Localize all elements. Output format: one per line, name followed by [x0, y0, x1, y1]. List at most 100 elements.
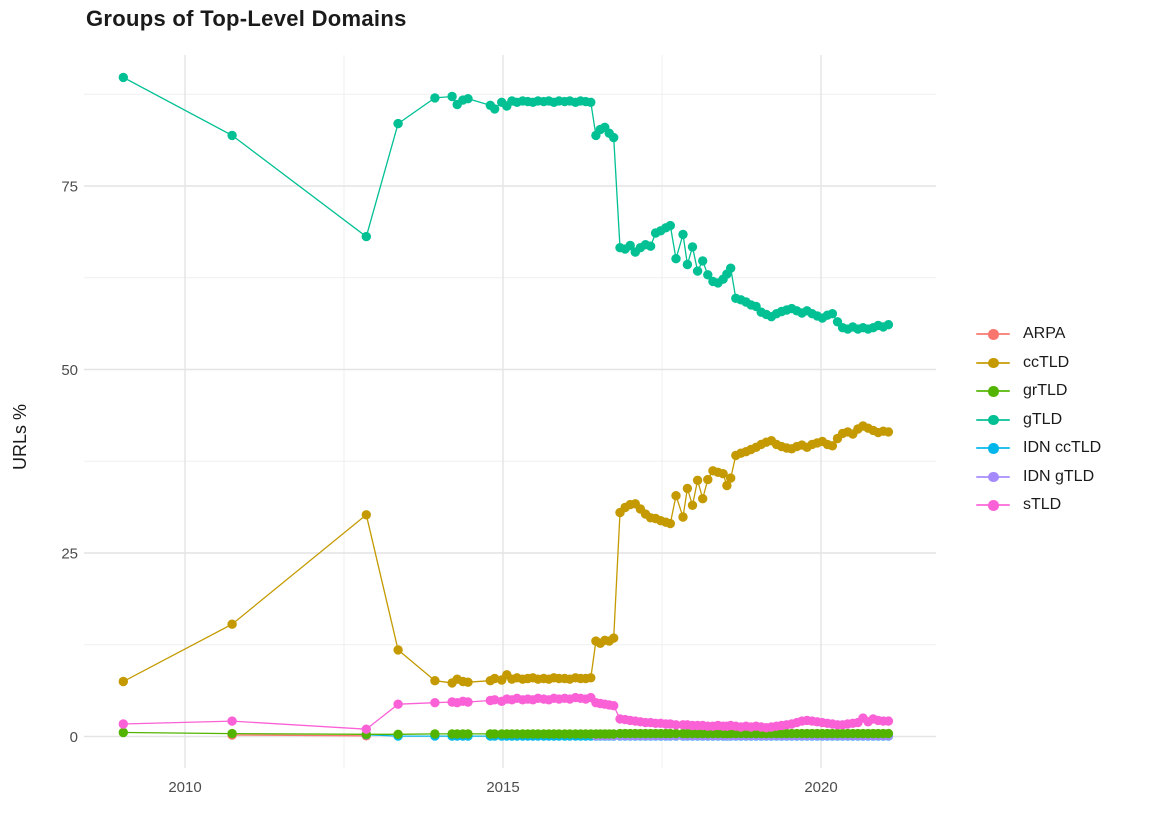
- data-point: [687, 242, 698, 252]
- data-point: [678, 229, 688, 240]
- legend-key-icon: [976, 470, 1010, 484]
- data-point: [430, 698, 440, 708]
- legend-item-idn-cctld: IDN ccTLD: [976, 434, 1101, 463]
- data-point: [463, 677, 473, 687]
- data-point: [393, 645, 403, 655]
- data-point: [726, 263, 736, 273]
- legend-item-arpa: ARPA: [976, 320, 1101, 349]
- tick-labels: 0 25 50 75 2010 2015 2020: [61, 179, 837, 797]
- data-point: [718, 469, 728, 479]
- data-point: [665, 220, 675, 231]
- data-point: [883, 728, 894, 739]
- legend-key-icon: [976, 441, 1010, 455]
- legend-key-icon: [976, 327, 1010, 341]
- legend-item-cctld: ccTLD: [976, 349, 1101, 378]
- x-tick-label: 2015: [486, 779, 519, 796]
- data-point: [490, 104, 500, 114]
- series-grtld: [118, 727, 894, 739]
- data-point: [227, 728, 237, 739]
- legend-item-stld: sTLD: [976, 491, 1101, 520]
- y-tick-label: 0: [70, 729, 78, 746]
- data-point: [118, 719, 128, 729]
- legend-key-icon: [976, 413, 1010, 427]
- data-point: [883, 427, 894, 437]
- legend-label: IDN gTLD: [1023, 467, 1095, 485]
- data-point: [703, 270, 713, 280]
- data-point: [827, 441, 838, 451]
- data-point: [703, 474, 713, 485]
- series-stld: [118, 692, 894, 734]
- gridlines-major: [84, 55, 936, 768]
- data-point: [393, 729, 403, 739]
- data-point: [671, 728, 681, 739]
- data-point: [430, 93, 440, 103]
- data-point: [118, 727, 128, 738]
- data-point: [586, 97, 596, 108]
- data-point: [671, 254, 681, 264]
- x-tick-label: 2010: [168, 779, 201, 796]
- data-point: [490, 729, 500, 739]
- data-point: [671, 491, 681, 501]
- data-point: [698, 256, 708, 266]
- data-point: [586, 673, 596, 683]
- data-point: [609, 132, 619, 143]
- data-point: [827, 309, 838, 319]
- data-point: [118, 72, 128, 83]
- data-point: [490, 695, 500, 705]
- series-arpa: [227, 730, 371, 741]
- data-point: [447, 91, 457, 102]
- data-point: [698, 494, 708, 504]
- legend-item-grtld: grTLD: [976, 377, 1101, 406]
- data-point: [361, 231, 371, 242]
- legend-item-idn-gtld: IDN gTLD: [976, 463, 1101, 492]
- legend-key-icon: [976, 384, 1010, 398]
- data-point: [490, 673, 500, 684]
- data-point: [227, 716, 237, 726]
- legend-label: ccTLD: [1023, 353, 1070, 371]
- data-point: [726, 473, 736, 483]
- data-point: [682, 483, 693, 494]
- data-point: [463, 729, 473, 739]
- data-point: [625, 240, 635, 251]
- data-point: [430, 676, 440, 686]
- y-tick-label: 25: [61, 546, 78, 563]
- data-point: [645, 241, 656, 251]
- data-point: [883, 320, 894, 330]
- y-tick-label: 75: [61, 179, 78, 196]
- data-point: [463, 697, 473, 707]
- legend-key-icon: [976, 498, 1010, 512]
- y-axis-title: URLs %: [10, 404, 30, 470]
- chart-title: Groups of Top-Level Domains: [86, 6, 407, 31]
- series-line: [232, 734, 367, 737]
- data-point: [687, 500, 698, 510]
- data-point: [609, 633, 619, 643]
- legend-label: gTLD: [1023, 410, 1063, 428]
- legend-label: IDN ccTLD: [1023, 439, 1102, 457]
- series-cctld: [118, 421, 894, 688]
- data-point: [883, 716, 894, 726]
- series-gtld: [118, 72, 894, 334]
- legend: ARPA ccTLD grTLD gTLD IDN ccTLD IDN gTLD sTLD: [976, 320, 1101, 520]
- gridlines-minor: [84, 55, 936, 768]
- data-point: [227, 619, 237, 629]
- data-point: [671, 720, 681, 730]
- data-point: [361, 724, 371, 734]
- data-point: [393, 699, 403, 709]
- data-point: [692, 266, 703, 276]
- data-point: [118, 676, 128, 687]
- data-point: [463, 94, 473, 104]
- data-point: [692, 475, 703, 485]
- data-point: [665, 518, 675, 529]
- series-line: [122, 76, 889, 330]
- legend-label: grTLD: [1023, 382, 1068, 400]
- legend-key-icon: [976, 356, 1010, 370]
- y-tick-label: 50: [61, 362, 78, 379]
- data-point: [227, 130, 237, 141]
- x-tick-label: 2020: [804, 779, 837, 796]
- data-point: [678, 512, 688, 522]
- legend-item-gtld: gTLD: [976, 406, 1101, 435]
- legend-label: ARPA: [1023, 325, 1066, 343]
- data-point: [393, 118, 403, 129]
- legend-label: sTLD: [1023, 496, 1062, 514]
